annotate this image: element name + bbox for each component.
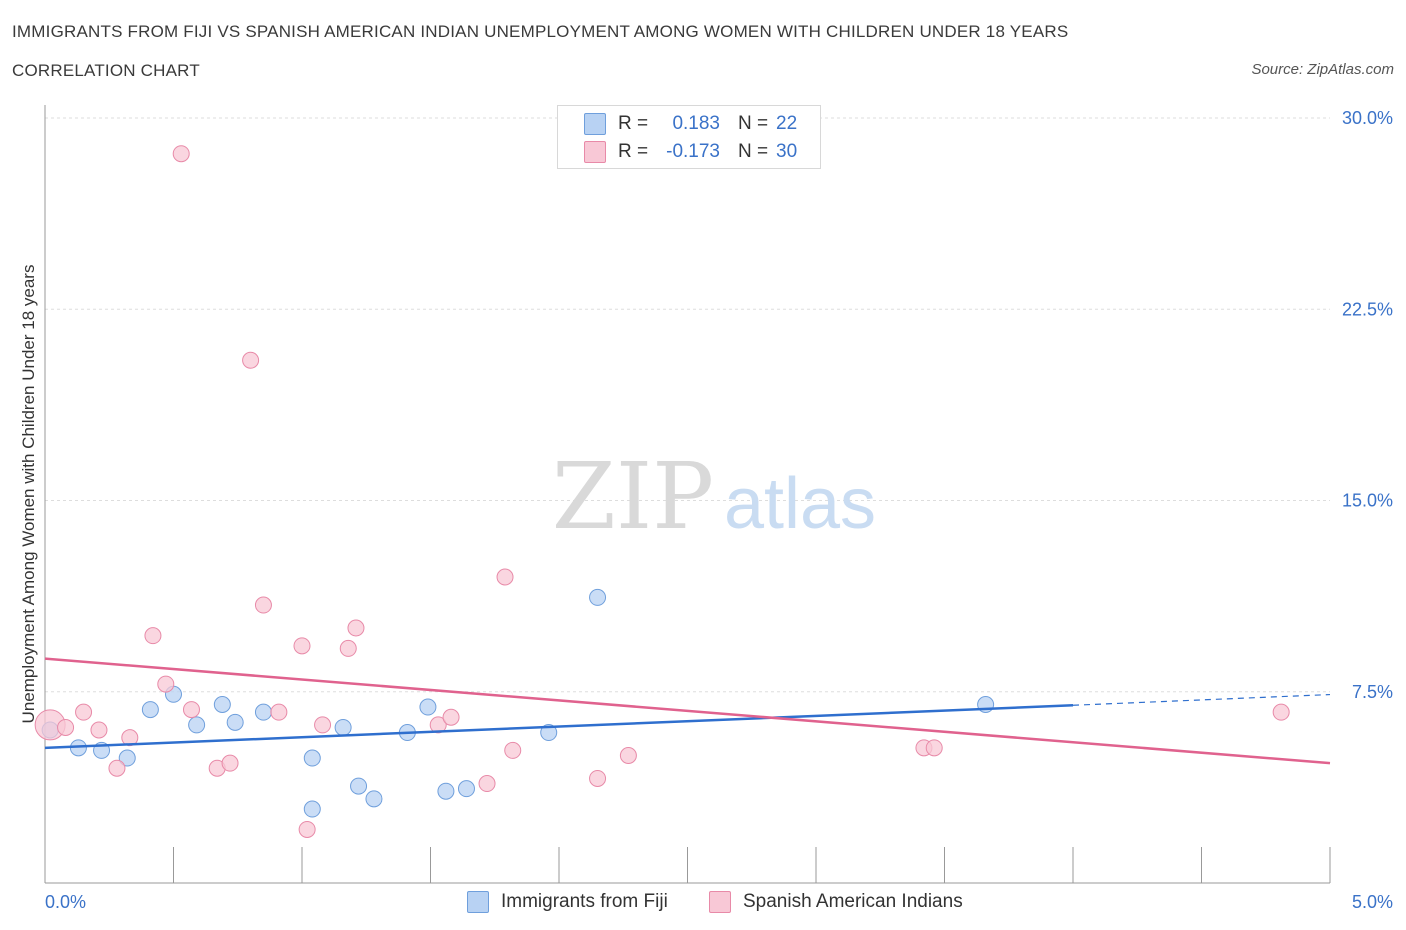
r-value-spanish: -0.173 <box>666 141 720 162</box>
chart-title: IMMIGRANTS FROM FIJI VS SPANISH AMERICAN… <box>12 22 1069 41</box>
spanish-point <box>172 145 190 163</box>
y-tick-label: 15.0% <box>1342 491 1393 511</box>
x-tick-label: 0.0% <box>45 892 86 912</box>
spanish-point <box>182 701 200 719</box>
y-tick-label: 22.5% <box>1342 299 1393 319</box>
fiji-point <box>254 703 272 721</box>
fiji-swatch <box>584 113 606 135</box>
spanish-point <box>478 775 496 793</box>
spanish-point <box>339 639 357 657</box>
spanish-point <box>121 729 139 747</box>
legend-label-fiji: Immigrants from Fiji <box>501 891 668 912</box>
fiji-point <box>303 800 321 818</box>
legend-item-fiji[interactable]: Immigrants from Fiji <box>467 889 668 915</box>
y-tick-label: 7.5% <box>1352 682 1393 702</box>
spanish-point <box>298 820 316 838</box>
fiji-point <box>118 749 136 767</box>
spanish-point <box>619 747 637 764</box>
spanish-point <box>442 708 460 726</box>
fiji-legend-swatch <box>467 891 489 913</box>
spanish-point <box>496 568 514 586</box>
spanish-point <box>108 759 126 777</box>
fiji-point <box>334 718 352 736</box>
n-label: N = <box>738 141 769 162</box>
fiji-point <box>437 782 455 800</box>
x-tick-label: 5.0% <box>1352 892 1393 912</box>
spanish-point <box>75 703 93 721</box>
spanish-legend-swatch <box>709 891 731 913</box>
grid-layer <box>45 117 1330 693</box>
spanish-point <box>90 721 108 739</box>
spanish-point <box>504 741 522 759</box>
y-axis-label: Unemployment Among Women with Children U… <box>19 265 38 724</box>
trend-layer <box>44 657 1331 765</box>
points-layer <box>34 145 1290 838</box>
fiji-point <box>365 790 383 808</box>
spanish-point <box>157 675 175 693</box>
stats-legend-row-spanish: R = -0.173 N = 30 <box>584 140 797 164</box>
spanish-point <box>144 627 162 645</box>
stats-legend-row-fiji: R = 0.183 N = 22 <box>584 112 797 136</box>
fiji-point <box>213 696 231 713</box>
spanish-point <box>254 596 272 614</box>
r-label: R = <box>618 113 649 134</box>
fiji-point <box>350 777 368 795</box>
source-credit: Source: ZipAtlas.com <box>1251 61 1394 78</box>
fiji-point <box>188 716 206 734</box>
spanish-point <box>221 754 239 772</box>
axis-layer: 7.5% 15.0% 22.5% 30.0% 0.0% 5.0% <box>44 105 1393 912</box>
legend-item-spanish[interactable]: Spanish American Indians <box>709 889 963 915</box>
fiji-point <box>141 701 159 719</box>
spanish-point <box>589 769 607 787</box>
n-value-fiji: 22 <box>776 113 798 134</box>
fiji-point <box>589 588 607 606</box>
r-value-fiji: 0.183 <box>672 113 720 134</box>
watermark-zip: ZIP <box>552 443 714 550</box>
fiji-point <box>419 698 437 716</box>
fiji-point <box>457 780 475 798</box>
spanish-trend-line <box>44 657 1331 765</box>
fiji-point <box>226 713 244 731</box>
spanish-swatch <box>584 141 606 163</box>
n-label: N = <box>738 113 769 134</box>
spanish-point <box>242 351 260 369</box>
spanish-point <box>347 619 365 637</box>
watermark-atlas: atlas <box>724 464 876 544</box>
spanish-point <box>270 703 288 721</box>
stats-legend: R = 0.183 N = 22 R = -0.173 N = 30 <box>557 105 821 169</box>
r-label: R = <box>618 141 649 162</box>
fiji-trend-extension <box>1072 693 1331 706</box>
spanish-point <box>314 716 332 734</box>
y-tick-label: 30.0% <box>1342 108 1393 128</box>
spanish-point <box>57 718 75 736</box>
spanish-point <box>429 716 447 734</box>
n-value-spanish: 30 <box>776 141 798 162</box>
fiji-point <box>303 749 321 767</box>
chart-subtitle: CORRELATION CHART <box>12 61 200 80</box>
fiji-point <box>540 724 558 742</box>
spanish-point <box>293 637 311 655</box>
legend-label-spanish: Spanish American Indians <box>743 891 963 912</box>
spanish-point <box>1272 703 1290 721</box>
fiji-trend-line <box>44 704 1074 750</box>
spanish-point <box>925 739 943 757</box>
